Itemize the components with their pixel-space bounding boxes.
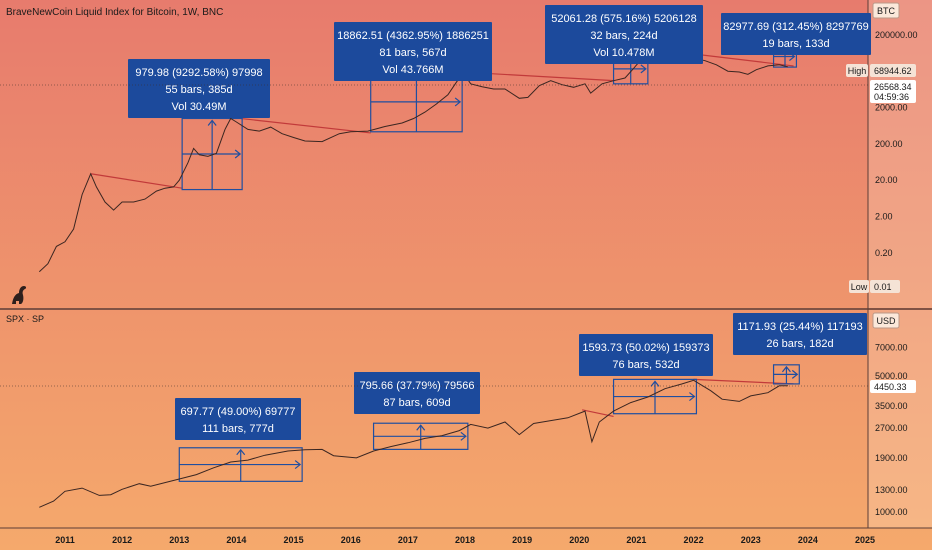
measure-arrowhead [207, 119, 217, 126]
annotation-label-text: Vol 43.766M [382, 64, 443, 76]
annotation-label-text: Vol 30.49M [171, 101, 226, 113]
annotation-label-box [579, 334, 713, 376]
high-marker: High 68944.62 [846, 64, 916, 77]
axis-panel-top [868, 0, 932, 308]
x-tick-label: 2012 [112, 535, 132, 545]
annotation-label-text: 697.77 (49.00%) 69777 [181, 406, 296, 418]
measure-arrowhead [640, 64, 647, 74]
high-value: 68944.62 [874, 66, 912, 76]
x-tick-label: 2015 [284, 535, 304, 545]
measure-arrowhead [460, 431, 467, 441]
x-tick-label: 2024 [798, 535, 818, 545]
top-y-tick-label: 200.00 [875, 139, 903, 149]
bottom-currency-label: USD [876, 316, 896, 326]
x-axis-ticks: 2011 2012 2013 2014 2015 2016 2017 2018 2019 2020… [55, 535, 875, 545]
low-marker: Low 0.01 [849, 280, 900, 293]
x-tick-label: 2019 [512, 535, 532, 545]
annotation-label-text: 52061.28 (575.16%) 5206128 [551, 13, 697, 25]
bottom-y-tick-label: 1300.00 [875, 485, 908, 495]
top-y-tick-label: 2000.00 [875, 103, 908, 113]
bottom-pane-title: SPX · SP [6, 314, 44, 324]
top-y-tick-label: 20.00 [875, 175, 898, 185]
annotation-label-text: 19 bars, 133d [762, 38, 829, 50]
spx-last-price-tag: 4450.33 [870, 380, 916, 393]
measure-arrowhead [689, 392, 696, 402]
btc-last-price: 26568.34 [874, 82, 912, 92]
annotation-label-box [128, 59, 270, 118]
annotation-label-text: 82977.69 (312.45%) 8297769 [723, 21, 869, 33]
axis-panel-bottom [868, 310, 932, 528]
x-tick-label: 2011 [55, 535, 75, 545]
dino-logo [12, 286, 27, 304]
x-tick-label: 2020 [569, 535, 589, 545]
x-tick-label: 2013 [169, 535, 189, 545]
annotation-label-text: 1593.73 (50.02%) 159373 [582, 342, 709, 354]
bottom-y-axis-ticks: 7000.00 5000.00 3500.00 2700.00 1900.00 1300.… [875, 342, 908, 517]
spx-series-line [39, 379, 788, 508]
annotation-label-text: 111 bars, 777d [202, 423, 274, 435]
measure-arrowhead [236, 448, 246, 456]
top-currency-box[interactable]: BTC [872, 2, 900, 19]
spx-last-price: 4450.33 [874, 382, 907, 392]
measure-arrowhead [781, 365, 791, 373]
x-tick-label: 2025 [855, 535, 875, 545]
measure-arrowhead [454, 97, 462, 107]
bottom-currency-box[interactable]: USD [872, 312, 900, 329]
annotation-label-box [334, 22, 492, 81]
top-currency-label: BTC [877, 6, 896, 16]
annotation-label-text: 26 bars, 182d [766, 338, 833, 350]
measure-arrowhead [416, 424, 426, 431]
annotation-label-text: 81 bars, 567d [379, 47, 446, 59]
annotation-label-text: 979.98 (9292.58%) 97998 [135, 67, 262, 79]
annotation-label-text: 76 bars, 532d [612, 359, 679, 371]
annotation-label-box [545, 5, 703, 64]
annotation-label-box [354, 372, 480, 414]
trend-line [693, 378, 794, 385]
x-tick-label: 2017 [398, 535, 418, 545]
measure-arrowhead [650, 380, 660, 387]
annotation-label-text: 87 bars, 609d [383, 397, 450, 409]
x-tick-label: 2021 [626, 535, 646, 545]
btc-last-price-tag: 26568.34 04:59:36 [870, 80, 916, 103]
bottom-pane-overlays [178, 364, 800, 482]
top-y-tick-label: 2.00 [875, 211, 893, 221]
top-pane-title: BraveNewCoin Liquid Index for Bitcoin, 1… [6, 7, 223, 18]
bottom-y-tick-label: 5000.00 [875, 371, 908, 381]
x-tick-label: 2018 [455, 535, 475, 545]
btc-countdown: 04:59:36 [874, 92, 909, 102]
top-pane-annotation-labels: 979.98 (9292.58%) 97998 55 bars, 385d Vol … [128, 5, 871, 118]
top-y-tick-label: 200000.00 [875, 30, 918, 40]
low-value: 0.01 [874, 282, 892, 292]
bottom-y-tick-label: 3500.00 [875, 401, 908, 411]
annotation-label-text: 55 bars, 385d [165, 84, 232, 96]
annotation-label-box [733, 313, 867, 355]
annotation-label-text: 32 bars, 224d [590, 30, 657, 42]
measure-arrowhead [294, 460, 302, 470]
trend-line [90, 173, 183, 189]
high-label: High [848, 66, 867, 76]
measure-arrowhead [234, 149, 242, 159]
top-y-tick-label: 0.20 [875, 248, 893, 258]
trend-line [233, 117, 371, 134]
annotation-label-text: Vol 10.478M [593, 47, 654, 59]
x-tick-label: 2016 [341, 535, 361, 545]
annotation-label-box [175, 398, 301, 440]
x-tick-label: 2014 [226, 535, 246, 545]
bottom-y-tick-label: 2700.00 [875, 423, 908, 433]
bottom-y-tick-label: 7000.00 [875, 342, 908, 352]
measure-arrowhead [791, 369, 799, 379]
low-label: Low [851, 282, 868, 292]
x-tick-label: 2023 [741, 535, 761, 545]
annotation-label-text: 1171.93 (25.44%) 117193 [737, 321, 863, 333]
annotation-label-box [721, 13, 871, 55]
bottom-y-tick-label: 1000.00 [875, 507, 908, 517]
x-tick-label: 2022 [684, 535, 704, 545]
bottom-y-tick-label: 1900.00 [875, 453, 908, 463]
annotation-label-text: 18862.51 (4362.95%) 1886251 [337, 30, 489, 42]
